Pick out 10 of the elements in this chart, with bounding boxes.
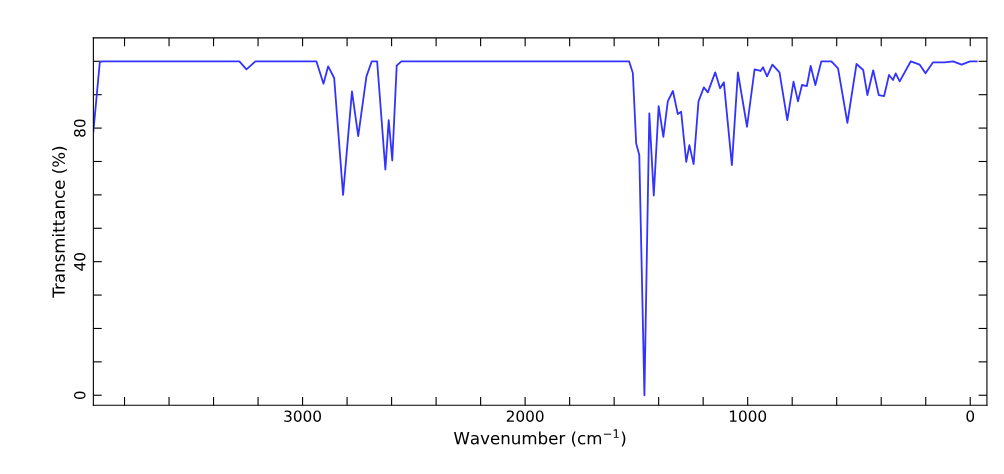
x-tick-label: 1000 bbox=[729, 410, 767, 422]
x-axis-title: Wavenumber (cm$^{−1}$) bbox=[453, 429, 626, 447]
x-tick-label: 0 bbox=[966, 410, 975, 422]
y-axis-title: Transmittance (%) bbox=[52, 146, 67, 298]
y-tick-label: 0 bbox=[73, 391, 86, 400]
x-tick-label: 3000 bbox=[284, 410, 321, 422]
x-tick-label: 2000 bbox=[506, 410, 544, 422]
y-tick-label: 80 bbox=[73, 119, 86, 137]
line-series bbox=[93, 60, 978, 397]
y-tick-label: 40 bbox=[73, 252, 86, 271]
